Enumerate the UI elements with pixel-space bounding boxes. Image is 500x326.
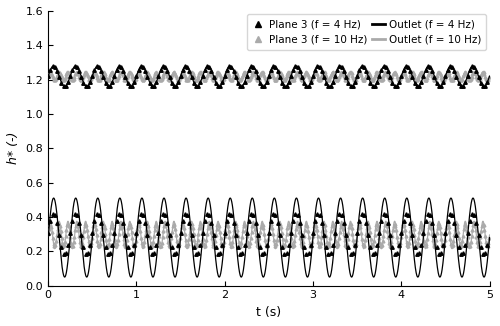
Y-axis label: h* (-): h* (-) — [7, 132, 20, 165]
Legend: Plane 3 (f = 4 Hz), Plane 3 (f = 10 Hz), Outlet (f = 4 Hz), Outlet (f = 10 Hz): Plane 3 (f = 4 Hz), Plane 3 (f = 10 Hz),… — [246, 14, 486, 50]
X-axis label: t (s): t (s) — [256, 306, 281, 319]
